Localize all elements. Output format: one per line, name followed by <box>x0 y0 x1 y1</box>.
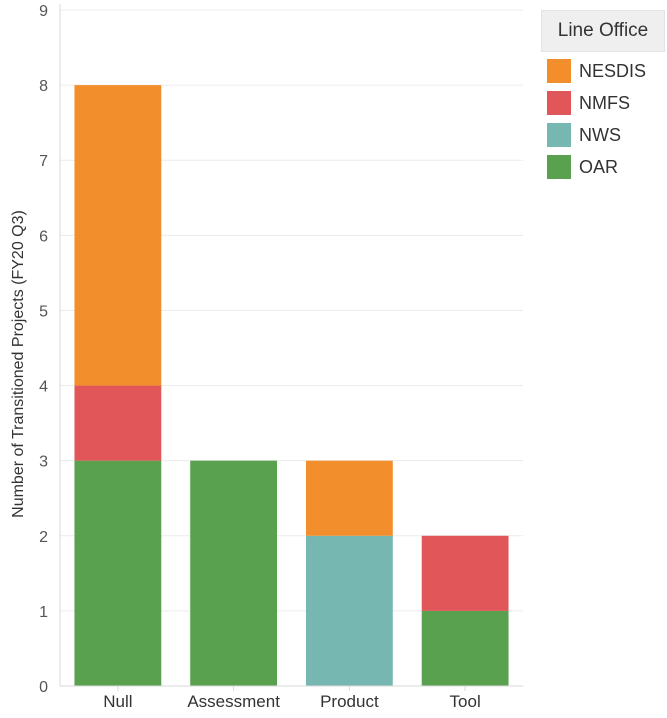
bar-segment-nesdis-product[interactable] <box>306 461 393 536</box>
x-tick-label: Product <box>320 692 379 711</box>
x-tick-label: Assessment <box>187 692 280 711</box>
y-tick-label: 8 <box>39 78 48 95</box>
legend-label: NESDIS <box>579 61 646 82</box>
legend-swatch <box>547 59 571 83</box>
legend-item-nesdis[interactable]: NESDIS <box>541 56 665 86</box>
legend-label: OAR <box>579 157 618 178</box>
legend-item-nws[interactable]: NWS <box>541 120 665 150</box>
x-tick-label: Null <box>103 692 132 711</box>
y-tick-label: 7 <box>39 153 48 170</box>
y-axis-title: Number of Transitioned Projects (FY20 Q3… <box>10 210 27 518</box>
bar-segment-oar-tool[interactable] <box>422 611 509 686</box>
y-tick-label: 0 <box>39 679 48 696</box>
legend-label: NWS <box>579 125 621 146</box>
bar-segment-oar-assessment[interactable] <box>190 461 277 686</box>
y-tick-label: 4 <box>39 379 48 396</box>
y-tick-label: 9 <box>39 3 48 20</box>
y-tick-label: 5 <box>39 303 48 320</box>
legend-title: Line Office <box>541 10 665 52</box>
y-tick-label: 2 <box>39 529 48 546</box>
legend-item-oar[interactable]: OAR <box>541 152 665 182</box>
bar-segment-oar-null[interactable] <box>74 461 161 686</box>
legend-swatch <box>547 155 571 179</box>
legend-item-nmfs[interactable]: NMFS <box>541 88 665 118</box>
legend: Line Office NESDIS NMFS NWS OAR <box>541 10 665 182</box>
bar-segment-nmfs-tool[interactable] <box>422 536 509 611</box>
bar-segment-nws-product[interactable] <box>306 536 393 686</box>
bar-segment-nmfs-null[interactable] <box>74 386 161 461</box>
legend-label: NMFS <box>579 93 630 114</box>
legend-swatch <box>547 123 571 147</box>
bar-segment-nesdis-null[interactable] <box>74 85 161 385</box>
y-tick-label: 3 <box>39 454 48 471</box>
y-tick-label: 1 <box>39 604 48 621</box>
legend-list: NESDIS NMFS NWS OAR <box>541 56 665 182</box>
y-tick-label: 6 <box>39 228 48 245</box>
legend-swatch <box>547 91 571 115</box>
x-tick-label: Tool <box>450 692 481 711</box>
